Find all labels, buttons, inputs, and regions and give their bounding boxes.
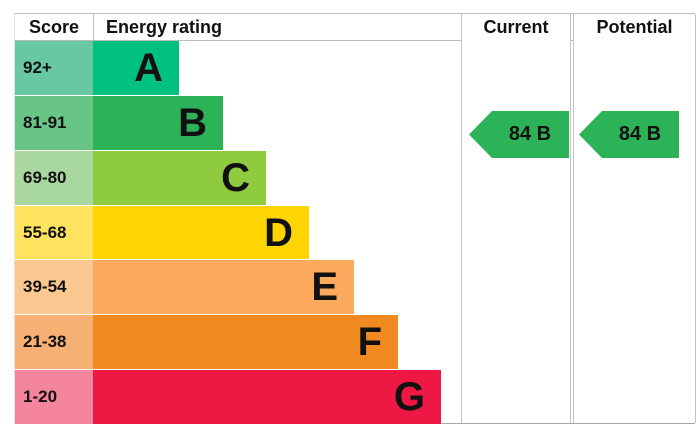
band-row-a: 92+ A [15, 41, 455, 96]
rating-letter: B [178, 100, 207, 145]
potential-rating-label: 84 B [618, 123, 662, 145]
rating-letter: G [393, 375, 425, 420]
rating-bar-a: A [93, 41, 179, 95]
score-cell: 21-38 [15, 315, 93, 370]
epc-table: Score Energy rating 92+ A 81-91 B 69-80 … [14, 13, 696, 425]
band-row-b: 81-91 B [15, 95, 455, 151]
rating-bands: 92+ A 81-91 B 69-80 C 55-68 D 39-54 E 21… [15, 41, 455, 425]
band-row-e: 39-54 E [15, 260, 455, 316]
rating-bar-g: G [93, 370, 441, 425]
potential-rating-arrow: 84 B [579, 111, 679, 158]
potential-column-header: Potential [596, 16, 673, 37]
current-column-header: Current [483, 16, 549, 37]
header-divider [93, 14, 94, 40]
rating-bar-f: F [93, 315, 398, 370]
band-row-c: 69-80 C [15, 150, 455, 206]
rating-letter: D [264, 210, 293, 255]
band-row-d: 55-68 D [15, 205, 455, 261]
score-cell: 1-20 [15, 370, 93, 425]
header-underline [15, 40, 695, 41]
energy-rating-column-header: Energy rating [106, 16, 223, 37]
score-cell: 69-80 [15, 150, 93, 205]
current-rating-arrow: 84 B [469, 111, 569, 158]
score-column-header: Score [28, 16, 80, 37]
rating-letter: E [311, 265, 338, 310]
current-column: Current [461, 14, 571, 423]
rating-bar-d: D [93, 205, 309, 260]
rating-letter: A [134, 45, 163, 90]
rating-bar-e: E [93, 260, 354, 315]
rating-letter: F [357, 320, 382, 365]
rating-bar-c: C [93, 150, 266, 205]
rating-bar-b: B [93, 95, 223, 150]
potential-column: Potential [573, 14, 696, 423]
current-rating-label: 84 B [508, 123, 552, 145]
score-cell: 81-91 [15, 95, 93, 150]
band-row-g: 1-20 G [15, 370, 455, 425]
score-cell: 39-54 [15, 260, 93, 315]
rating-letter: C [221, 155, 250, 200]
band-row-f: 21-38 F [15, 315, 455, 371]
score-cell: 92+ [15, 41, 93, 95]
score-cell: 55-68 [15, 205, 93, 260]
